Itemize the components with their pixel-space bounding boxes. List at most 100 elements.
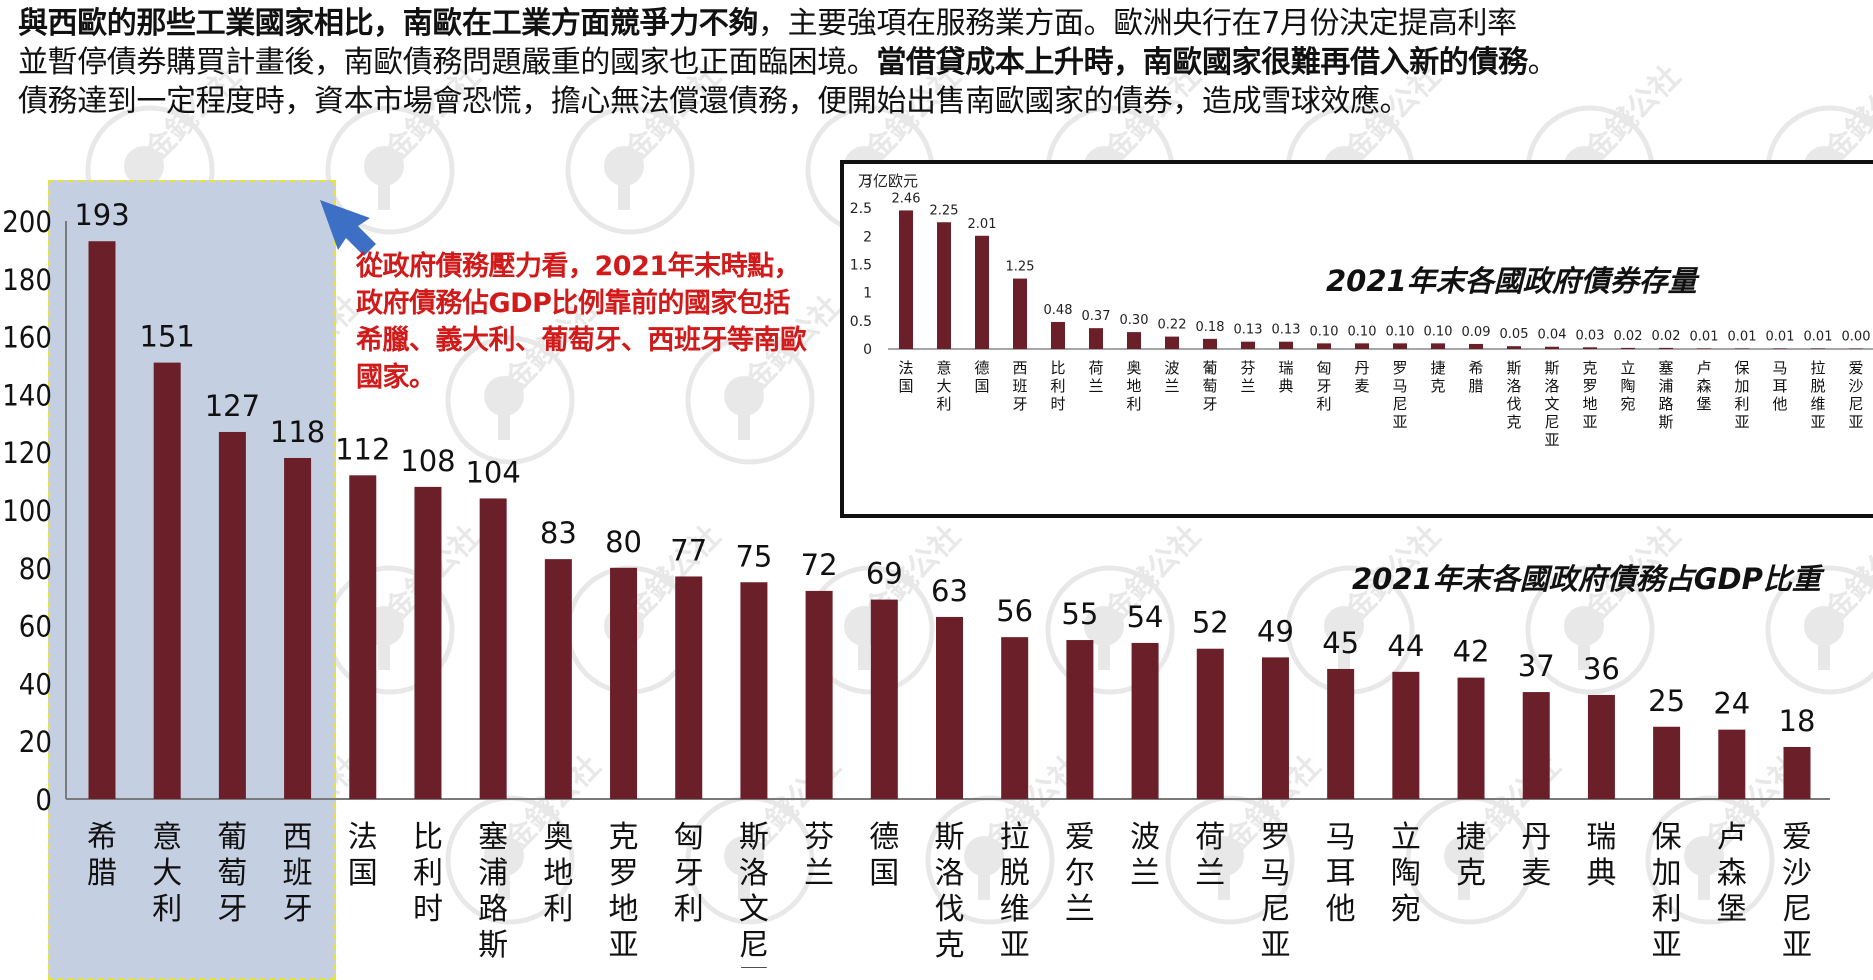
inset-y-tick-label: 0.5 [850, 314, 872, 330]
inset-bar-value-label: 2.01 [968, 217, 997, 232]
bar-value-label: 18 [1779, 704, 1816, 738]
inset-category-label: 国 [898, 377, 913, 395]
x-category-label: 洛 [935, 856, 965, 891]
inset-category-label: 西 [1012, 359, 1027, 377]
inset-bar-value-label: 0.22 [1158, 318, 1187, 333]
inset-bar-14 [1393, 343, 1407, 349]
inset-category-label: 浦 [1658, 377, 1673, 395]
inset-bar-9 [1203, 339, 1217, 349]
y-tick-label: 80 [19, 552, 52, 586]
bar-value-label: 118 [270, 415, 325, 449]
x-category-label: 兰 [804, 856, 834, 891]
inset-category-label: 罗 [1582, 377, 1597, 395]
inset-y-tick-label: 1.5 [850, 258, 872, 274]
inset-bar-value-label: 1.25 [1006, 260, 1035, 275]
bar-13 [871, 600, 898, 799]
x-category-label: 丹 [1521, 820, 1551, 855]
inset-category-label: 路 [1658, 395, 1673, 413]
bar-value-label: 54 [1127, 600, 1164, 634]
x-category-label: 兰 [1065, 892, 1095, 927]
inset-bar-22 [1697, 348, 1711, 349]
y-tick-label: 0 [35, 783, 52, 817]
inset-category-label: 立 [1620, 359, 1635, 377]
bar-value-label: 37 [1518, 649, 1555, 683]
inset-bar-23 [1735, 348, 1749, 349]
x-category-label: 卢 [1717, 820, 1747, 855]
bar-4 [284, 458, 311, 799]
x-category-label: 亚 [1260, 928, 1290, 963]
bar-value-label: 44 [1387, 629, 1424, 663]
inset-category-label: 地 [1582, 395, 1597, 413]
inset-bar-21 [1659, 348, 1673, 349]
inset-category-label: 塞 [1658, 359, 1673, 377]
x-category-label: 亚 [1000, 928, 1030, 963]
bar-3 [219, 432, 246, 799]
x-category-label: 时 [413, 892, 443, 927]
inset-category-label: 陶 [1620, 377, 1635, 395]
inset-category-label: 麦 [1354, 377, 1369, 395]
y-tick-label: 180 [2, 263, 52, 297]
x-category-label: 脱 [1000, 856, 1030, 891]
inset-category-label: 利 [1050, 377, 1065, 395]
bar-value-label: 75 [735, 539, 772, 573]
inset-category-label: 萄 [1202, 377, 1217, 395]
inset-bar-value-label: 0.09 [1462, 325, 1491, 340]
inset-y-tick-label: 0 [863, 342, 872, 358]
bar-9 [610, 568, 637, 799]
x-category-label: 尔 [1065, 856, 1095, 891]
para-line1-rest: ，主要強項在服務業方面。歐洲央行在7月份決定提高利率 [758, 6, 1517, 41]
inset-category-label: 希 [1468, 359, 1483, 377]
x-category-label: 立 [1391, 820, 1421, 855]
x-category-label: 伐 [935, 892, 965, 927]
x-category-label: 爱 [1065, 820, 1095, 855]
inset-chart-title: 2021年末各國政府債券存量 [1326, 258, 1697, 300]
bar-value-label: 42 [1453, 635, 1490, 669]
intro-paragraph: 與西歐的那些工業國家相比，南歐在工業方面競爭力不夠，主要強項在服務業方面。歐洲央… [18, 4, 1858, 121]
bond-stock-bar-chart: 00.511.522.532.46法国2.25意大利2.01德国1.25西班牙0… [844, 164, 1873, 514]
y-tick-label: 120 [2, 436, 52, 470]
inset-bar-value-label: 0.05 [1500, 327, 1529, 342]
inset-category-label: 爱 [1848, 359, 1863, 377]
inset-category-label: 兰 [1088, 377, 1103, 395]
x-category-label: 尼 [739, 928, 769, 963]
bar-12 [806, 591, 833, 799]
x-category-label: 希 [87, 820, 117, 855]
bar-value-label: 83 [540, 516, 577, 550]
inset-bar-value-label: 0.13 [1272, 323, 1301, 338]
x-category-label: 宛 [1391, 892, 1421, 927]
x-category-label: 利 [674, 892, 704, 927]
inset-bar-value-label: 0.01 [1690, 329, 1719, 344]
x-category-label: 尼 [1260, 892, 1290, 927]
y-tick-label: 200 [2, 205, 52, 239]
x-category-label: 地 [609, 892, 639, 927]
inset-category-label: 班 [1012, 377, 1027, 395]
inset-category-label: 牙 [1202, 395, 1217, 413]
x-category-label: 文 [739, 892, 769, 927]
para-line2-start: 並暫停債券購買計畫後，南歐債務問題嚴重的國家也正面臨困境。 [18, 45, 876, 80]
x-category-label: 牙 [283, 892, 313, 927]
y-tick-label: 100 [2, 494, 52, 528]
bar-15 [1001, 637, 1028, 799]
bar-value-label: 63 [931, 574, 968, 608]
inset-category-label: 葡 [1202, 359, 1217, 377]
inset-bar-25 [1811, 348, 1825, 349]
inset-category-label: 捷 [1430, 359, 1445, 377]
y-tick-label: 160 [2, 321, 52, 355]
bar-24 [1588, 695, 1615, 799]
x-category-label: 比 [413, 820, 443, 855]
y-tick-label: 20 [19, 725, 52, 759]
bar-value-label: 69 [866, 557, 903, 591]
inset-bar-value-label: 0.01 [1728, 329, 1757, 344]
bar-14 [936, 617, 963, 799]
inset-category-label: 他 [1772, 395, 1787, 413]
inset-bar-value-label: 0.04 [1538, 328, 1567, 343]
x-category-label: 芬 [804, 820, 834, 855]
x-category-label: 法 [348, 820, 378, 855]
inset-category-label: 波 [1164, 359, 1179, 377]
x-category-label: 牙 [217, 892, 247, 927]
inset-category-label: 亚 [1810, 413, 1825, 431]
x-category-label: 爱 [1782, 820, 1812, 855]
x-category-label: 匈 [674, 820, 704, 855]
x-category-label: 路 [478, 892, 508, 927]
inset-bar-4 [1013, 279, 1027, 349]
